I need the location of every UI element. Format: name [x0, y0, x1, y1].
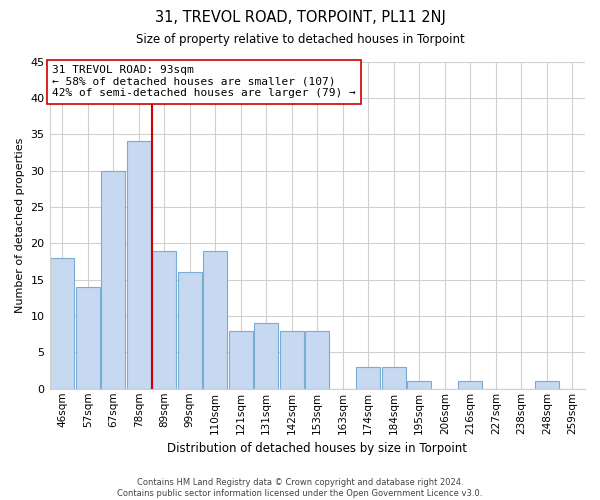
- Bar: [382, 367, 406, 389]
- Bar: [76, 287, 100, 389]
- Text: Contains HM Land Registry data © Crown copyright and database right 2024.
Contai: Contains HM Land Registry data © Crown c…: [118, 478, 482, 498]
- Text: 31, TREVOL ROAD, TORPOINT, PL11 2NJ: 31, TREVOL ROAD, TORPOINT, PL11 2NJ: [155, 10, 445, 25]
- Text: Size of property relative to detached houses in Torpoint: Size of property relative to detached ho…: [136, 32, 464, 46]
- Bar: [229, 330, 253, 389]
- Bar: [535, 382, 559, 389]
- X-axis label: Distribution of detached houses by size in Torpoint: Distribution of detached houses by size …: [167, 442, 467, 455]
- Bar: [254, 324, 278, 389]
- Y-axis label: Number of detached properties: Number of detached properties: [15, 138, 25, 313]
- Bar: [127, 142, 151, 389]
- Bar: [178, 272, 202, 389]
- Bar: [407, 382, 431, 389]
- Bar: [50, 258, 74, 389]
- Bar: [203, 250, 227, 389]
- Bar: [101, 170, 125, 389]
- Bar: [356, 367, 380, 389]
- Bar: [458, 382, 482, 389]
- Bar: [280, 330, 304, 389]
- Bar: [305, 330, 329, 389]
- Bar: [152, 250, 176, 389]
- Text: 31 TREVOL ROAD: 93sqm
← 58% of detached houses are smaller (107)
42% of semi-det: 31 TREVOL ROAD: 93sqm ← 58% of detached …: [52, 65, 356, 98]
